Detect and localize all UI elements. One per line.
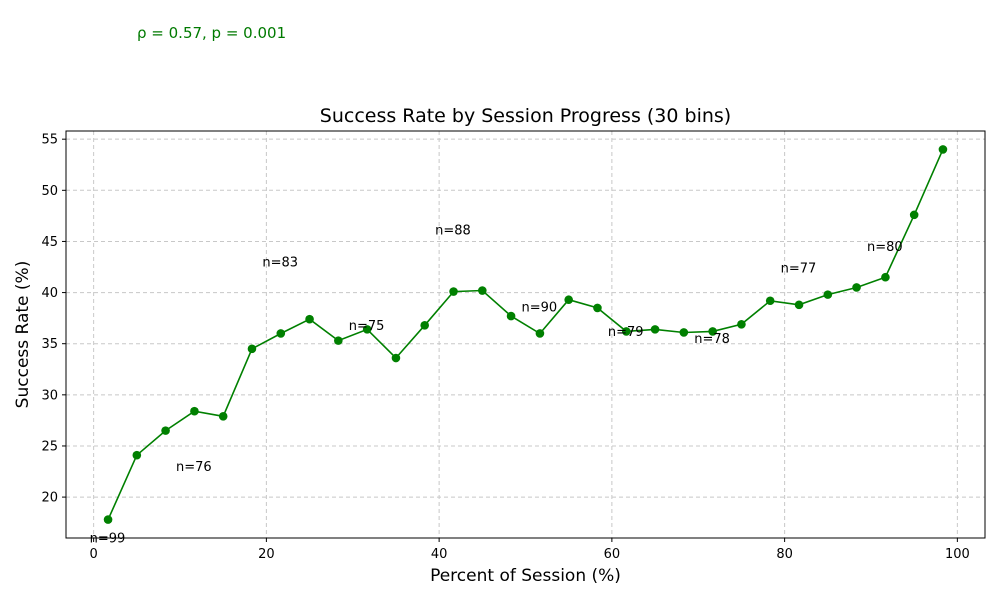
data-point <box>478 286 487 295</box>
data-point <box>161 426 170 435</box>
data-point <box>593 303 602 313</box>
y-axis-label: Success Rate (%) <box>13 261 33 409</box>
data-point <box>362 325 372 334</box>
sample-size-label: n=90 <box>522 300 558 315</box>
annotation-layer: n=99 n=76 n=83 n=75 n=88 n=90 n=79 n=78 n=77 n=80 <box>90 224 903 547</box>
data-point <box>391 353 401 363</box>
data-point <box>103 515 113 524</box>
grid <box>66 131 985 538</box>
sample-size-label: n=80 <box>867 240 903 255</box>
data-point <box>449 287 458 296</box>
sample-size-label: n=88 <box>435 224 471 239</box>
y-tick-label: 40 <box>41 286 58 301</box>
x-tick-label: 80 <box>776 547 793 562</box>
data-point <box>679 328 689 337</box>
x-tick-label: 60 <box>604 547 621 562</box>
data-point <box>334 336 343 345</box>
y-tick-label: 50 <box>41 184 58 199</box>
data-point <box>506 311 516 321</box>
data-point <box>852 283 861 292</box>
data-point <box>564 295 573 305</box>
sample-size-label: n=79 <box>608 325 644 340</box>
data-point <box>247 344 257 354</box>
data-point <box>823 290 833 299</box>
data-point <box>420 320 430 330</box>
sample-size-label: n=83 <box>262 255 298 270</box>
y-tick-label: 55 <box>41 133 58 148</box>
x-tick-label: 100 <box>945 547 970 562</box>
data-point <box>218 412 228 421</box>
y-tick-label: 20 <box>41 491 58 506</box>
y-tick-label: 45 <box>41 235 58 250</box>
x-tick-label: 20 <box>258 547 275 562</box>
correlation-annotation: ρ = 0.57, p = 0.001 <box>137 24 287 42</box>
data-point <box>621 327 631 336</box>
data-point <box>881 272 890 282</box>
x-tick-label: 0 <box>89 547 97 562</box>
y-tick-label: 30 <box>41 388 58 403</box>
data-point <box>737 319 746 329</box>
x-tick-label: 40 <box>431 547 448 562</box>
plot-frame <box>65 130 986 539</box>
data-point <box>305 314 314 324</box>
data-point <box>938 145 948 154</box>
data-point <box>650 325 660 334</box>
data-point <box>276 329 286 338</box>
data-point <box>535 329 545 338</box>
data-point <box>132 450 142 460</box>
series-layer <box>103 145 948 524</box>
data-point <box>909 210 919 220</box>
data-point <box>190 406 199 416</box>
data-point <box>794 300 804 310</box>
data-point <box>708 327 717 336</box>
y-tick-label: 25 <box>41 439 58 454</box>
series-line <box>107 149 944 520</box>
chart-title: Success Rate by Session Progress (30 bin… <box>320 105 731 127</box>
tick-layer: 0 20 40 60 80 100 20 25 30 35 40 45 50 55 <box>41 133 969 562</box>
data-point <box>765 296 775 306</box>
sample-size-label: n=76 <box>176 460 212 475</box>
sample-size-label: n=99 <box>90 532 126 547</box>
y-tick-label: 35 <box>41 337 58 352</box>
sample-size-label: n=77 <box>781 262 817 277</box>
sample-size-label: n=78 <box>694 332 730 347</box>
x-axis-label: Percent of Session (%) <box>430 566 621 586</box>
sample-size-label: n=75 <box>349 319 385 334</box>
